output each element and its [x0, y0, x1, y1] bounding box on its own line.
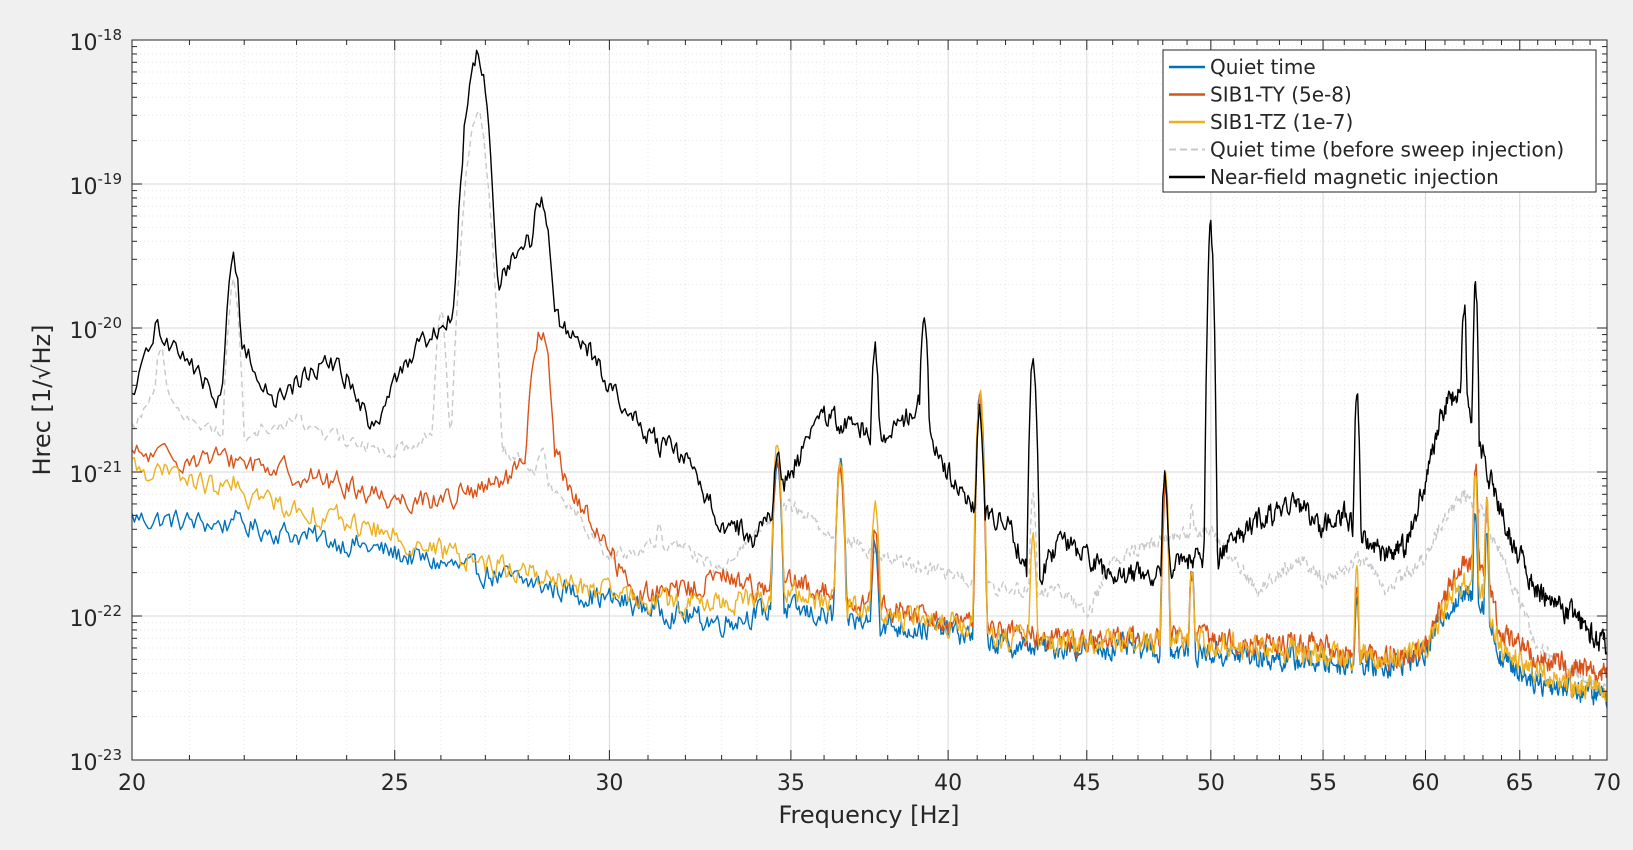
- legend-label: SIB1-TZ (1e-7): [1210, 110, 1353, 134]
- legend-label: SIB1-TY (5e-8): [1210, 83, 1352, 107]
- x-tick-label: 40: [934, 771, 962, 796]
- x-tick-label: 35: [777, 771, 805, 796]
- series-line: [131, 49, 1608, 655]
- series-line: [131, 389, 1608, 702]
- x-tick-label: 60: [1412, 771, 1440, 796]
- x-axis-label: Frequency [Hz]: [779, 801, 960, 829]
- y-axis: 10-23 10-22 10-21 10-20 10-19 10-18: [70, 26, 1607, 776]
- x-tick-label: 65: [1506, 771, 1534, 796]
- y-tick-label: 10-18: [70, 26, 123, 56]
- y-tick-label: 10-20: [70, 314, 123, 344]
- x-tick-label: 70: [1593, 771, 1621, 796]
- legend-label: Quiet time (before sweep injection): [1210, 138, 1564, 162]
- y-tick-label: 10-22: [70, 602, 123, 632]
- series-line: [131, 331, 1608, 684]
- y-tick-label: 10-21: [70, 458, 123, 488]
- legend-box: [1162, 49, 1597, 193]
- x-tick-label: 30: [595, 771, 623, 796]
- y-tick-label: 10-19: [70, 170, 123, 200]
- x-tick-label: 20: [118, 771, 146, 796]
- x-axis: 20 25 30 35 40 45 50 55 60 65 70: [118, 40, 1621, 796]
- series-layer: [131, 49, 1608, 708]
- plot-frame: [131, 39, 1608, 761]
- x-tick-label: 50: [1197, 771, 1225, 796]
- x-tick-label: 25: [381, 771, 409, 796]
- y-tick-label: 10-23: [70, 746, 123, 776]
- legend-label: Quiet time: [1210, 55, 1316, 79]
- legend: Quiet time SIB1-TY (5e-8) SIB1-TZ (1e-7) Qu…: [1162, 49, 1597, 193]
- minor-grid: [132, 40, 1607, 760]
- x-tick-label: 45: [1073, 771, 1101, 796]
- y-axis-label: Hrec [1/√Hz]: [28, 325, 56, 476]
- x-tick-label: 55: [1309, 771, 1337, 796]
- legend-label: Near-field magnetic injection: [1210, 165, 1499, 189]
- series-line: [131, 110, 1608, 694]
